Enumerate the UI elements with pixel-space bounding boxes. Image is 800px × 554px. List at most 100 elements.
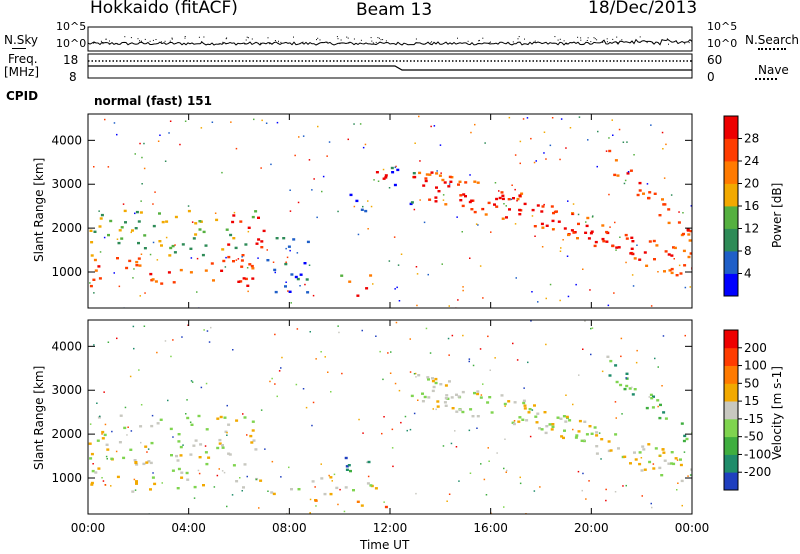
scatter-cell <box>675 274 679 277</box>
noise-cell <box>132 277 134 279</box>
noise-cell <box>535 160 537 162</box>
noise-cell <box>172 436 174 438</box>
scatter-cell <box>135 264 139 267</box>
noise-cell <box>516 359 519 361</box>
scatter-cell <box>647 443 651 446</box>
scatter-cell <box>160 244 163 247</box>
velocity-colorbar-tick-label: 100 <box>744 359 767 373</box>
noise-cell <box>169 120 172 122</box>
nsearch-dot <box>639 36 641 38</box>
scatter-cell <box>601 224 605 227</box>
noise-cell <box>309 331 311 333</box>
scatter-cell <box>513 401 517 404</box>
scatter-cell <box>540 428 544 431</box>
noise-cell <box>168 132 170 134</box>
noise-cell <box>494 357 496 359</box>
nsky-panel-frame <box>87 26 693 52</box>
noise-cell <box>589 289 591 291</box>
nsearch-dot <box>652 42 654 44</box>
scatter-cell <box>421 392 424 395</box>
scatter-cell <box>455 410 459 413</box>
scatter-cell <box>156 422 160 425</box>
scatter-cell <box>670 271 674 275</box>
scatter-cell <box>232 214 236 217</box>
noise-cell <box>415 266 418 268</box>
scatter-cell <box>431 377 434 380</box>
velocity-colorbar-tick-label: -50 <box>744 430 764 444</box>
nsearch-dot <box>102 43 104 45</box>
power-colorbar-swatch <box>724 273 738 297</box>
scatter-cell <box>367 460 371 464</box>
scatter-cell <box>169 427 173 431</box>
scatter-cell <box>360 208 364 211</box>
noise-cell <box>622 141 625 143</box>
noise-cell <box>470 131 472 134</box>
scatter-cell <box>320 477 324 480</box>
scatter-cell <box>548 423 552 426</box>
noise-cell <box>612 134 614 136</box>
noise-cell <box>543 203 545 206</box>
scatter-cell <box>135 210 139 214</box>
noise-cell <box>196 257 199 260</box>
scatter-cell <box>311 480 315 483</box>
noise-cell <box>657 271 659 273</box>
scatter-cell <box>101 437 105 440</box>
noise-cell <box>104 118 106 121</box>
nsearch-dot <box>139 40 141 42</box>
scatter-cell <box>650 397 654 400</box>
nsearch-dot <box>617 42 619 44</box>
scatter-cell <box>508 208 511 211</box>
scatter-cell <box>123 426 127 430</box>
scatter-cell <box>589 232 593 235</box>
scatter-cell <box>287 245 291 248</box>
noise-cell <box>239 477 241 479</box>
xtick-label: 08:00 <box>272 521 307 535</box>
scatter-cell <box>355 199 359 203</box>
scatter-cell <box>461 410 465 414</box>
noise-cell <box>582 348 584 350</box>
noise-cell <box>397 264 400 266</box>
scatter-cell <box>151 476 155 479</box>
nsearch-dot <box>114 43 116 45</box>
scatter-cell <box>551 425 555 428</box>
scatter-cell <box>305 278 309 281</box>
noise-cell <box>296 328 299 330</box>
noise-cell <box>489 369 491 371</box>
scatter-cell <box>329 492 333 496</box>
scatter-cell <box>110 457 114 460</box>
scatter-cell <box>518 208 522 212</box>
scatter-cell <box>638 258 642 261</box>
scatter-cell <box>143 234 147 237</box>
scatter-cell <box>410 201 414 204</box>
scatter-cell <box>418 171 422 175</box>
noise-cell <box>549 283 552 286</box>
nsearch-dot <box>94 42 96 43</box>
noise-cell <box>182 444 184 446</box>
scatter-cell <box>488 396 492 399</box>
scatter-cell <box>109 219 113 223</box>
nsearch-dot <box>586 40 588 41</box>
scatter-cell <box>97 467 101 470</box>
noise-cell <box>246 475 248 478</box>
noise-cell <box>654 357 656 360</box>
scatter-cell <box>118 229 122 232</box>
scatter-cell <box>161 220 165 224</box>
scatter-cell <box>225 228 229 231</box>
noise-cell <box>322 175 325 178</box>
noise-cell <box>413 373 416 375</box>
scatter-cell <box>479 396 483 399</box>
scatter-cell <box>520 192 524 195</box>
scatter-cell <box>658 214 662 217</box>
noise-cell <box>597 130 599 133</box>
scatter-cell <box>218 442 222 445</box>
noise-cell <box>224 266 227 268</box>
noise-cell <box>541 246 544 248</box>
nsearch-dot <box>144 38 146 40</box>
nsearch-dot <box>337 38 339 40</box>
scatter-cell <box>120 237 124 240</box>
scatter-cell <box>541 205 545 208</box>
scatter-cell <box>135 480 138 483</box>
scatter-cell <box>663 459 667 462</box>
noise-cell <box>200 386 203 389</box>
scatter-cell <box>101 430 105 434</box>
